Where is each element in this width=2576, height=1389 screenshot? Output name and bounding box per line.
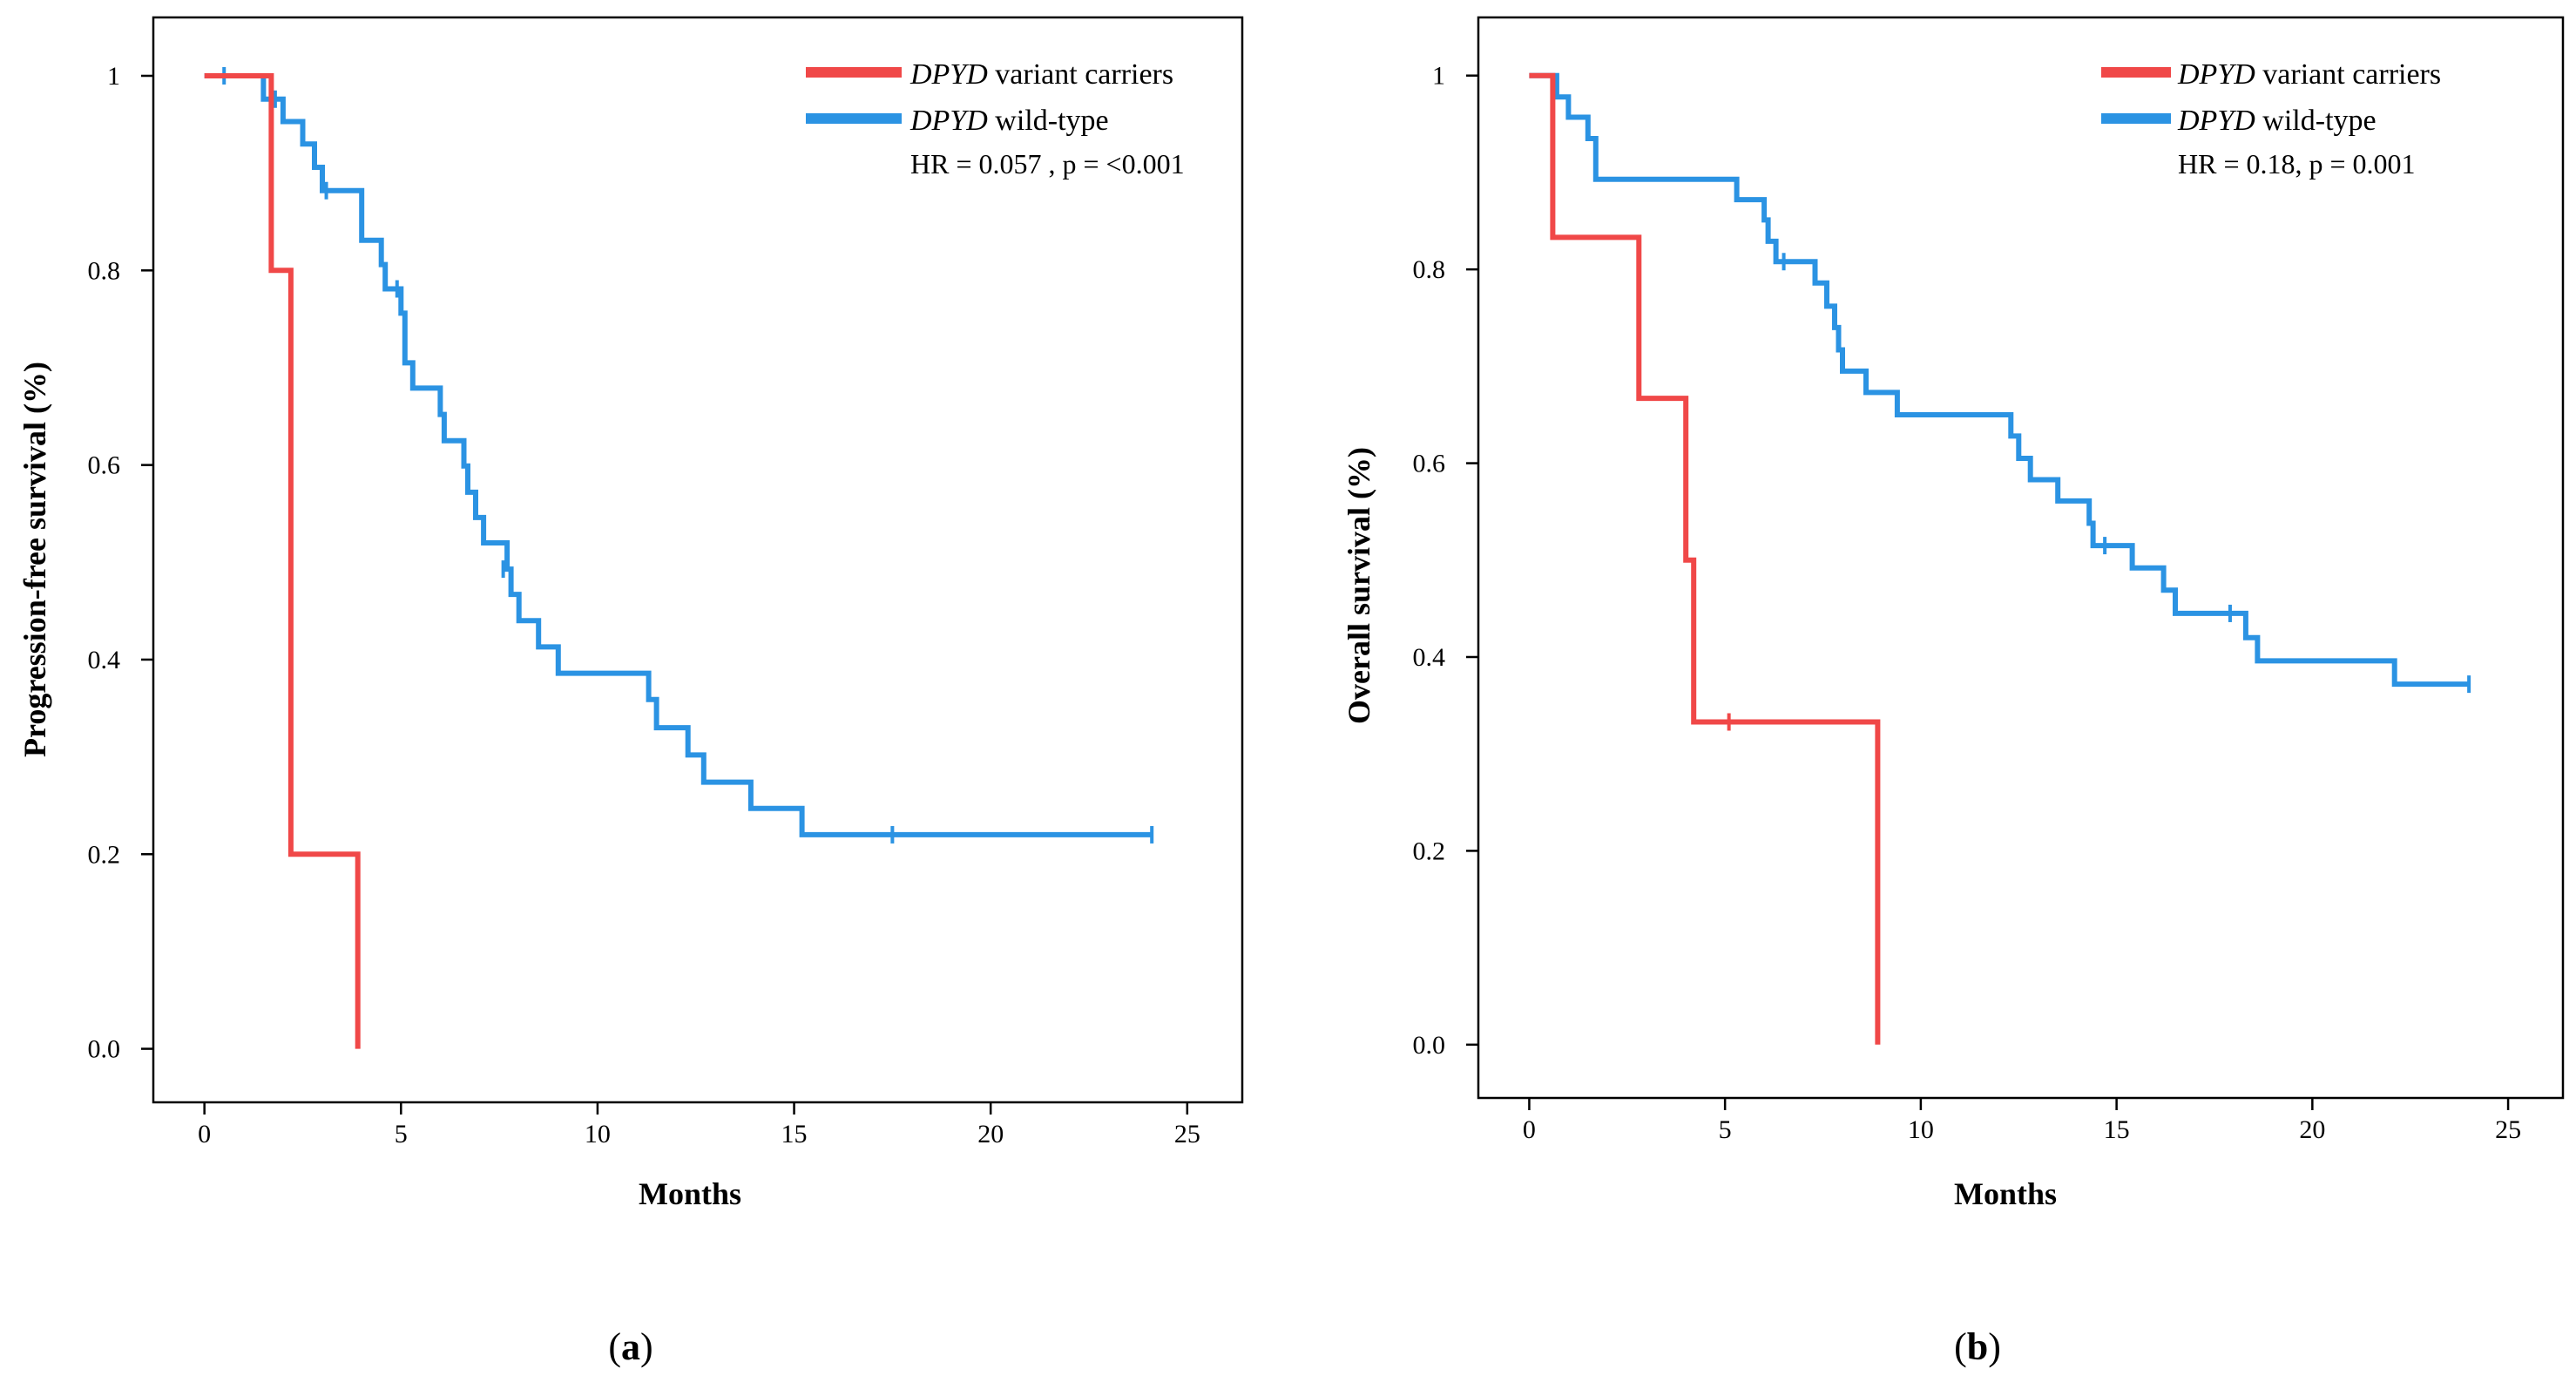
panel-label-a: (a): [608, 1325, 652, 1368]
x-tick-label: 0: [1523, 1115, 1536, 1144]
y-tick-label: 0.6: [88, 451, 121, 480]
km-curve-carriers: [204, 73, 361, 1049]
x-tick-label: 25: [2495, 1115, 2521, 1144]
hazard-ratio-annotation: HR = 0.18, p = 0.001: [2178, 148, 2416, 180]
plot-frame: [1477, 16, 2565, 1100]
legend-label-wildtype: DPYD wild-type: [2177, 105, 2377, 137]
survival-curves: [1529, 72, 2471, 1045]
panel-label-b: (b): [1954, 1325, 2001, 1368]
x-tick-label: 10: [1908, 1115, 1934, 1144]
y-tick-label: 0.0: [1413, 1031, 1446, 1060]
km-curve-carriers: [1529, 72, 1881, 1045]
panel-b-os-chart: 0 5 10 15 20 25 0.0 0.2 0.4 0.6 0.8 1 DPYD variant …: [1342, 16, 2565, 1368]
legend: DPYD variant carriers DPYD wild-type HR …: [806, 58, 1185, 180]
y-axis-label: Progression-free survival (%): [17, 362, 52, 757]
y-tick-label: 0.2: [1413, 837, 1446, 865]
x-tick-label: 15: [2104, 1115, 2130, 1144]
y-tick-label: 0.4: [1413, 643, 1446, 672]
survival-curves: [204, 66, 1154, 1049]
x-tick-label: 20: [2299, 1115, 2325, 1144]
y-axis-label: Overall survival (%): [1342, 447, 1376, 724]
axis-ticks: 0 5 10 15 20 25 0.0 0.2 0.4 0.6 0.8 1: [88, 62, 1200, 1148]
axis-ticks: 0 5 10 15 20 25 0.0 0.2 0.4 0.6 0.8 1: [1413, 62, 2522, 1144]
x-tick-label: 15: [781, 1120, 808, 1148]
x-axis-label: Months: [1954, 1176, 2057, 1211]
y-tick-label: 0.6: [1413, 450, 1446, 478]
y-tick-label: 0.8: [88, 256, 121, 285]
x-tick-label: 5: [395, 1120, 408, 1148]
legend-label-wildtype: DPYD wild-type: [909, 105, 1109, 137]
plot-frame: [152, 16, 1244, 1104]
legend-label-carriers: DPYD variant carriers: [2177, 58, 2441, 91]
y-tick-label: 1: [1432, 62, 1445, 91]
x-tick-label: 5: [1719, 1115, 1732, 1144]
y-tick-label: 0.0: [88, 1035, 121, 1064]
y-tick-label: 0.2: [88, 840, 121, 869]
km-curve-wildtype: [1529, 72, 2470, 688]
y-tick-label: 0.4: [88, 646, 121, 674]
y-tick-label: 1: [107, 62, 120, 91]
y-tick-label: 0.8: [1413, 255, 1446, 284]
legend-label-carriers: DPYD variant carriers: [909, 58, 1173, 91]
panel-a-pfs-chart: 0 5 10 15 20 25 0.0 0.2 0.4 0.6 0.8 1 DPYD variant …: [17, 16, 1244, 1368]
legend: DPYD variant carriers DPYD wild-type HR …: [2101, 58, 2441, 180]
x-tick-label: 10: [585, 1120, 611, 1148]
x-tick-label: 0: [198, 1120, 211, 1148]
km-curve-wildtype: [204, 73, 1153, 837]
x-tick-label: 20: [977, 1120, 1004, 1148]
x-tick-label: 25: [1174, 1120, 1200, 1148]
x-axis-label: Months: [639, 1176, 741, 1211]
hazard-ratio-annotation: HR = 0.057 , p = <0.001: [910, 148, 1185, 180]
